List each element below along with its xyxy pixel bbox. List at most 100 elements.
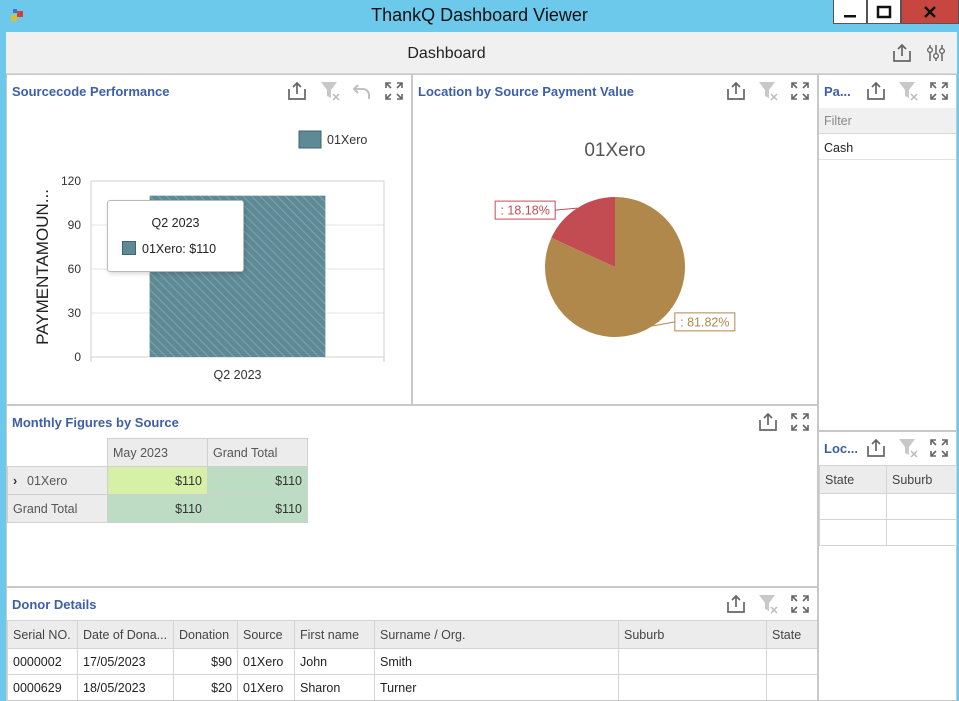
clear-filter-icon bbox=[759, 82, 778, 101]
donor-details-panel: Donor Details Serial NO. Date of Dona...… bbox=[6, 587, 818, 701]
donor-grid: Serial NO. Date of Dona... Donation Sour… bbox=[7, 620, 817, 700]
column-header-suburb[interactable]: Suburb bbox=[886, 465, 957, 494]
undo-button[interactable] bbox=[351, 80, 373, 102]
pivot-row-header[interactable]: › 01Xero bbox=[7, 466, 108, 495]
y-tick-label: 0 bbox=[74, 350, 81, 364]
close-icon bbox=[924, 5, 936, 18]
clear-filter-button[interactable] bbox=[897, 437, 919, 459]
app-icon bbox=[11, 9, 23, 21]
legend-label: 01Xero bbox=[327, 133, 367, 147]
column-header[interactable]: Suburb bbox=[618, 620, 767, 649]
pie-slice[interactable] bbox=[545, 197, 685, 337]
maximize-icon bbox=[876, 5, 892, 18]
column-header-state[interactable]: State bbox=[819, 465, 887, 494]
tooltip-swatch bbox=[122, 241, 136, 255]
table-cell bbox=[766, 674, 817, 700]
export-button[interactable] bbox=[725, 593, 747, 615]
table-row[interactable]: 0000002 17/05/2023 $90 01Xero John Smith bbox=[7, 648, 817, 675]
list-item-label: Cash bbox=[824, 141, 854, 155]
pie-label-box bbox=[674, 312, 736, 332]
table-cell: 0000629 bbox=[7, 674, 78, 700]
location-panel: Location by Source Payment Value 01Xero … bbox=[412, 74, 818, 405]
export-button[interactable] bbox=[865, 437, 887, 459]
pivot-corner bbox=[7, 438, 108, 467]
maximize-button[interactable] bbox=[867, 0, 901, 24]
tooltip-text: 01Xero: $110 bbox=[142, 242, 217, 256]
filter-placeholder: Filter bbox=[824, 114, 852, 128]
dashboard-area: Dashboard Sourcecode Performance bbox=[6, 32, 957, 701]
chart-tooltip: Q2 2023 01Xero: $110 bbox=[107, 200, 244, 272]
pivot-column-header[interactable]: Grand Total bbox=[207, 438, 308, 467]
table-cell: $20 bbox=[173, 674, 238, 700]
export-button[interactable] bbox=[757, 411, 779, 433]
maximize-panel-button[interactable] bbox=[789, 411, 811, 433]
panel-title: Location by Source Payment Value bbox=[418, 84, 635, 99]
grid-header-row: Serial NO. Date of Dona... Donation Sour… bbox=[7, 620, 817, 649]
table-cell: 01Xero bbox=[237, 648, 295, 675]
pivot-cell: $110 bbox=[207, 494, 308, 523]
column-header[interactable]: Serial NO. bbox=[7, 620, 78, 649]
table-row[interactable]: 0000629 18/05/2023 $20 01Xero Sharon Tur… bbox=[7, 674, 817, 700]
clear-filter-icon bbox=[759, 595, 778, 614]
y-tick-label: 120 bbox=[61, 174, 81, 188]
clear-filter-button[interactable] bbox=[897, 80, 919, 102]
parameters-button[interactable] bbox=[925, 42, 947, 64]
clear-filter-button[interactable] bbox=[757, 593, 779, 615]
export-button[interactable] bbox=[891, 42, 913, 64]
clear-filter-button[interactable] bbox=[319, 80, 341, 102]
column-header[interactable]: State bbox=[766, 620, 817, 649]
tooltip-header: Q2 2023 bbox=[151, 216, 200, 230]
export-button[interactable] bbox=[286, 80, 308, 102]
dashboard-title: Dashboard bbox=[407, 45, 486, 62]
maximize-panel-button[interactable] bbox=[383, 80, 405, 102]
location-filter-panel: Loc... State Suburb bbox=[818, 431, 957, 701]
pivot-table: May 2023 Grand Total › 01Xero $110 $110 G… bbox=[7, 438, 308, 523]
table-cell bbox=[618, 648, 767, 675]
export-icon bbox=[867, 438, 885, 457]
legend-swatch bbox=[298, 130, 322, 149]
window-title: ThankQ Dashboard Viewer bbox=[371, 5, 588, 25]
table-cell: Turner bbox=[374, 674, 619, 700]
panel-title: Sourcecode Performance bbox=[12, 84, 170, 99]
column-header[interactable]: Source bbox=[237, 620, 295, 649]
export-icon bbox=[727, 594, 745, 613]
pie-title: 01Xero bbox=[584, 140, 645, 161]
chevron-right-icon[interactable]: › bbox=[13, 473, 18, 488]
undo-icon bbox=[352, 84, 370, 99]
list-item[interactable]: Cash bbox=[819, 135, 956, 160]
panel-title: Loc... bbox=[824, 441, 858, 456]
pie-label-box bbox=[494, 200, 556, 220]
maximize-panel-button[interactable] bbox=[928, 80, 950, 102]
maximize-panel-button[interactable] bbox=[789, 80, 811, 102]
minimize-button[interactable] bbox=[833, 0, 867, 24]
column-header[interactable]: Donation bbox=[173, 620, 238, 649]
table-cell: Smith bbox=[374, 648, 619, 675]
pivot-row: Grand Total $110 $110 bbox=[7, 494, 308, 523]
table-row[interactable] bbox=[819, 493, 957, 520]
table-cell: 18/05/2023 bbox=[77, 674, 174, 700]
pivot-row[interactable]: › 01Xero $110 $110 bbox=[7, 466, 308, 495]
table-cell bbox=[886, 493, 957, 520]
column-header[interactable]: Date of Dona... bbox=[77, 620, 174, 649]
pie-chart: 01Xero : 18.18% : 81.82% bbox=[494, 140, 736, 337]
export-button[interactable] bbox=[725, 80, 747, 102]
export-button[interactable] bbox=[865, 80, 887, 102]
pie-label: : 81.82% bbox=[680, 315, 729, 329]
panel-title: Monthly Figures by Source bbox=[12, 415, 179, 430]
y-axis-title: PAYMENTAMOUN... bbox=[33, 189, 52, 345]
pie-slice[interactable] bbox=[551, 197, 615, 267]
filter-input[interactable]: Filter bbox=[819, 108, 956, 134]
column-header[interactable]: First name bbox=[294, 620, 375, 649]
table-cell: Sharon bbox=[294, 674, 375, 700]
maximize-panel-button[interactable] bbox=[789, 593, 811, 615]
pivot-column-header[interactable]: May 2023 bbox=[107, 438, 208, 467]
pie-label: : 18.18% bbox=[500, 204, 549, 218]
clear-filter-button[interactable] bbox=[757, 80, 779, 102]
column-header[interactable]: Surname / Org. bbox=[374, 620, 619, 649]
close-button[interactable] bbox=[901, 0, 959, 24]
maximize-panel-button[interactable] bbox=[928, 437, 950, 459]
export-icon bbox=[288, 81, 306, 100]
export-icon bbox=[867, 81, 885, 100]
pivot-row-label: 01Xero bbox=[27, 473, 68, 488]
table-row[interactable] bbox=[819, 519, 957, 546]
